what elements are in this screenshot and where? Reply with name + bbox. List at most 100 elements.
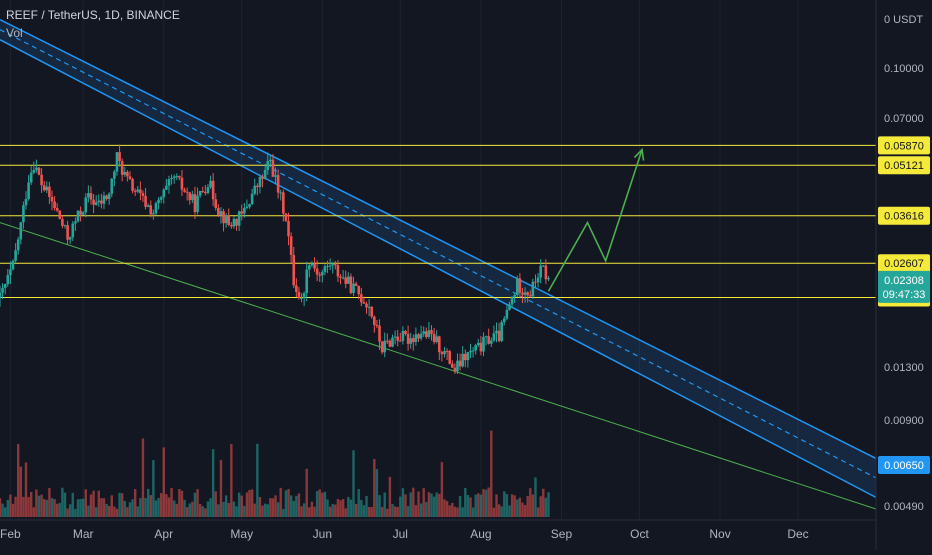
volume-bar xyxy=(76,499,80,517)
candle-body xyxy=(105,195,108,199)
candle-body xyxy=(443,350,446,355)
volume-bar xyxy=(419,503,423,517)
volume-bar xyxy=(0,498,2,517)
candle-body xyxy=(144,195,147,207)
volume-bar xyxy=(279,487,282,517)
candle-body xyxy=(435,336,439,342)
volume-bar xyxy=(211,449,215,517)
candle-body xyxy=(331,264,335,266)
candle-body xyxy=(318,274,322,276)
level-badge-label: 0.05870 xyxy=(884,140,924,152)
volume-bar xyxy=(417,491,420,517)
candle-body xyxy=(263,170,267,179)
channel-badge-label: 0.00650 xyxy=(884,460,924,472)
candle-body xyxy=(141,193,145,196)
level-badge-label: 0.05121 xyxy=(884,160,924,172)
candle-body xyxy=(76,210,80,222)
volume-bar xyxy=(266,504,269,517)
x-tick-label: Oct xyxy=(630,527,649,541)
candle-body xyxy=(133,190,137,192)
candle-body xyxy=(16,239,20,251)
candle-body xyxy=(300,297,303,299)
candle-body xyxy=(45,186,49,191)
candle-body xyxy=(279,192,283,194)
candle-body xyxy=(375,324,379,326)
candle-body xyxy=(360,294,363,303)
x-tick-label: Jun xyxy=(313,527,332,541)
volume-bar xyxy=(534,477,537,517)
candle-body xyxy=(274,175,277,177)
candle-body xyxy=(227,215,231,225)
volume-bar xyxy=(263,503,267,517)
candle-body xyxy=(339,276,342,278)
candle-body xyxy=(430,330,433,334)
volume-bar xyxy=(422,488,425,517)
candle-body xyxy=(237,211,241,226)
volume-bar xyxy=(222,501,225,517)
volume-bar xyxy=(235,506,238,517)
volume-bar xyxy=(172,500,176,517)
candle-body xyxy=(367,306,371,308)
volume-bar xyxy=(482,489,485,517)
candle-body xyxy=(292,254,296,286)
volume-bar xyxy=(375,469,379,517)
candle-body xyxy=(362,302,366,304)
candle-body xyxy=(440,352,444,355)
volume-bar xyxy=(412,487,415,517)
volume-bar xyxy=(544,497,548,517)
candle-body xyxy=(373,316,376,325)
volume-bar xyxy=(180,490,184,517)
candle-body xyxy=(71,223,75,238)
candle-body xyxy=(487,336,490,344)
volume-bar xyxy=(388,476,392,517)
volume-bar xyxy=(107,505,111,517)
candle-body xyxy=(479,342,483,352)
candle-body xyxy=(53,201,56,208)
volume-bar xyxy=(331,504,334,517)
volume-bar xyxy=(113,506,116,517)
volume-bar xyxy=(458,496,462,517)
candle-body xyxy=(497,330,501,341)
volume-bar xyxy=(55,503,59,517)
volume-bar xyxy=(495,494,498,517)
candle-body xyxy=(305,269,309,294)
candle-body xyxy=(94,202,98,205)
candle-body xyxy=(102,195,106,204)
candle-body xyxy=(370,306,374,317)
volume-bar xyxy=(3,507,7,517)
volume-bar xyxy=(118,492,121,517)
volume-bar xyxy=(144,498,147,517)
candle-body xyxy=(448,351,451,364)
candle-body xyxy=(55,207,59,211)
candle-body xyxy=(315,268,319,275)
volume-bar xyxy=(214,491,217,517)
volume-bar xyxy=(250,489,254,517)
volume-bar xyxy=(360,499,363,517)
candle-body xyxy=(253,185,257,194)
candle-body xyxy=(271,159,275,177)
grid xyxy=(9,0,799,520)
candle-body xyxy=(48,186,51,197)
volume-bar xyxy=(136,506,139,517)
candle-body xyxy=(258,177,262,187)
candle-body xyxy=(539,265,542,278)
x-tick-label: Nov xyxy=(709,527,730,541)
volume-bar xyxy=(289,495,293,517)
candle-body xyxy=(11,260,15,270)
volume-bar xyxy=(490,430,493,517)
candle-body xyxy=(230,224,233,227)
candle-body xyxy=(206,187,210,193)
candle-body xyxy=(123,172,127,175)
volume-bar xyxy=(1,503,4,517)
volume-bar xyxy=(185,507,189,517)
volume-bar xyxy=(404,494,407,517)
candle-body xyxy=(391,337,394,347)
candle-body xyxy=(357,285,361,295)
candle-body xyxy=(37,167,41,175)
volume-bar xyxy=(497,504,501,517)
candle-body xyxy=(120,161,124,175)
volume-bar xyxy=(365,496,368,517)
volume-bar xyxy=(167,497,171,517)
